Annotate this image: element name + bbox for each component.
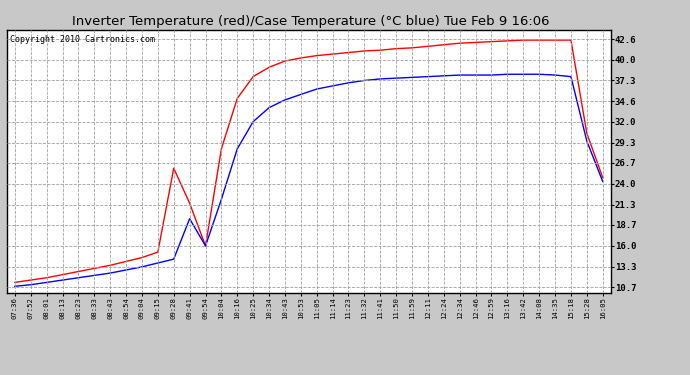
Text: Inverter Temperature (red)/Case Temperature (°C blue) Tue Feb 9 16:06: Inverter Temperature (red)/Case Temperat… (72, 15, 549, 28)
Text: Copyright 2010 Cartronics.com: Copyright 2010 Cartronics.com (10, 35, 155, 44)
